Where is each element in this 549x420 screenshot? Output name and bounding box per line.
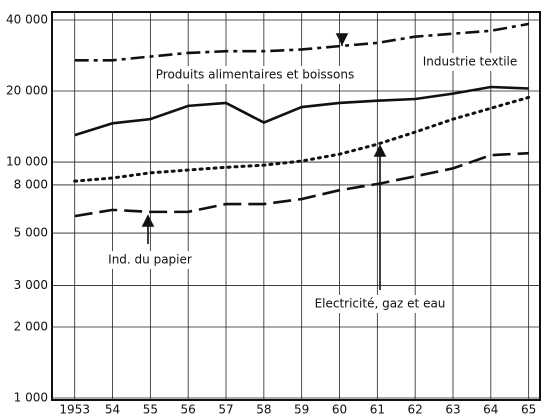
series-line bbox=[74, 22, 529, 62]
series-line bbox=[73, 95, 531, 183]
x-tick-label: 64 bbox=[483, 403, 498, 417]
y-tick-label: 1 000 bbox=[14, 391, 48, 405]
y-tick-label: 10 000 bbox=[6, 155, 48, 169]
label-background bbox=[419, 53, 521, 71]
y-tick-label: 8 000 bbox=[14, 177, 48, 191]
y-tick-label: 20 000 bbox=[6, 84, 48, 98]
series-line bbox=[74, 85, 529, 137]
label-background bbox=[105, 251, 195, 269]
x-tick-label: 56 bbox=[181, 403, 196, 417]
label-background bbox=[152, 66, 358, 84]
x-tick-label: 55 bbox=[143, 403, 158, 417]
x-tick-label: 62 bbox=[408, 403, 423, 417]
label-background bbox=[311, 295, 449, 313]
x-tick-label: 65 bbox=[521, 403, 536, 417]
y-tick-label: 5 000 bbox=[14, 226, 48, 240]
x-tick-label: 58 bbox=[256, 403, 271, 417]
x-tick-label: 60 bbox=[332, 403, 347, 417]
x-tick-label: 1953 bbox=[59, 403, 90, 417]
series-label: Electricité, gaz et eau bbox=[315, 297, 446, 311]
y-tick-label: 40 000 bbox=[6, 13, 48, 27]
plot-frame bbox=[51, 11, 541, 401]
x-tick-label: 59 bbox=[294, 403, 309, 417]
series-label: Ind. du papier bbox=[108, 253, 192, 267]
x-tick-label: 63 bbox=[445, 403, 460, 417]
y-tick-label: 3 000 bbox=[14, 278, 48, 292]
x-tick-label: 61 bbox=[370, 403, 385, 417]
series-line bbox=[74, 151, 529, 218]
series-label: Industrie textile bbox=[423, 55, 518, 69]
series-label: Produits alimentaires et boissons bbox=[156, 68, 354, 82]
x-tick-label: 54 bbox=[105, 403, 120, 417]
x-tick-label: 57 bbox=[218, 403, 233, 417]
y-tick-label: 2 000 bbox=[14, 319, 48, 333]
